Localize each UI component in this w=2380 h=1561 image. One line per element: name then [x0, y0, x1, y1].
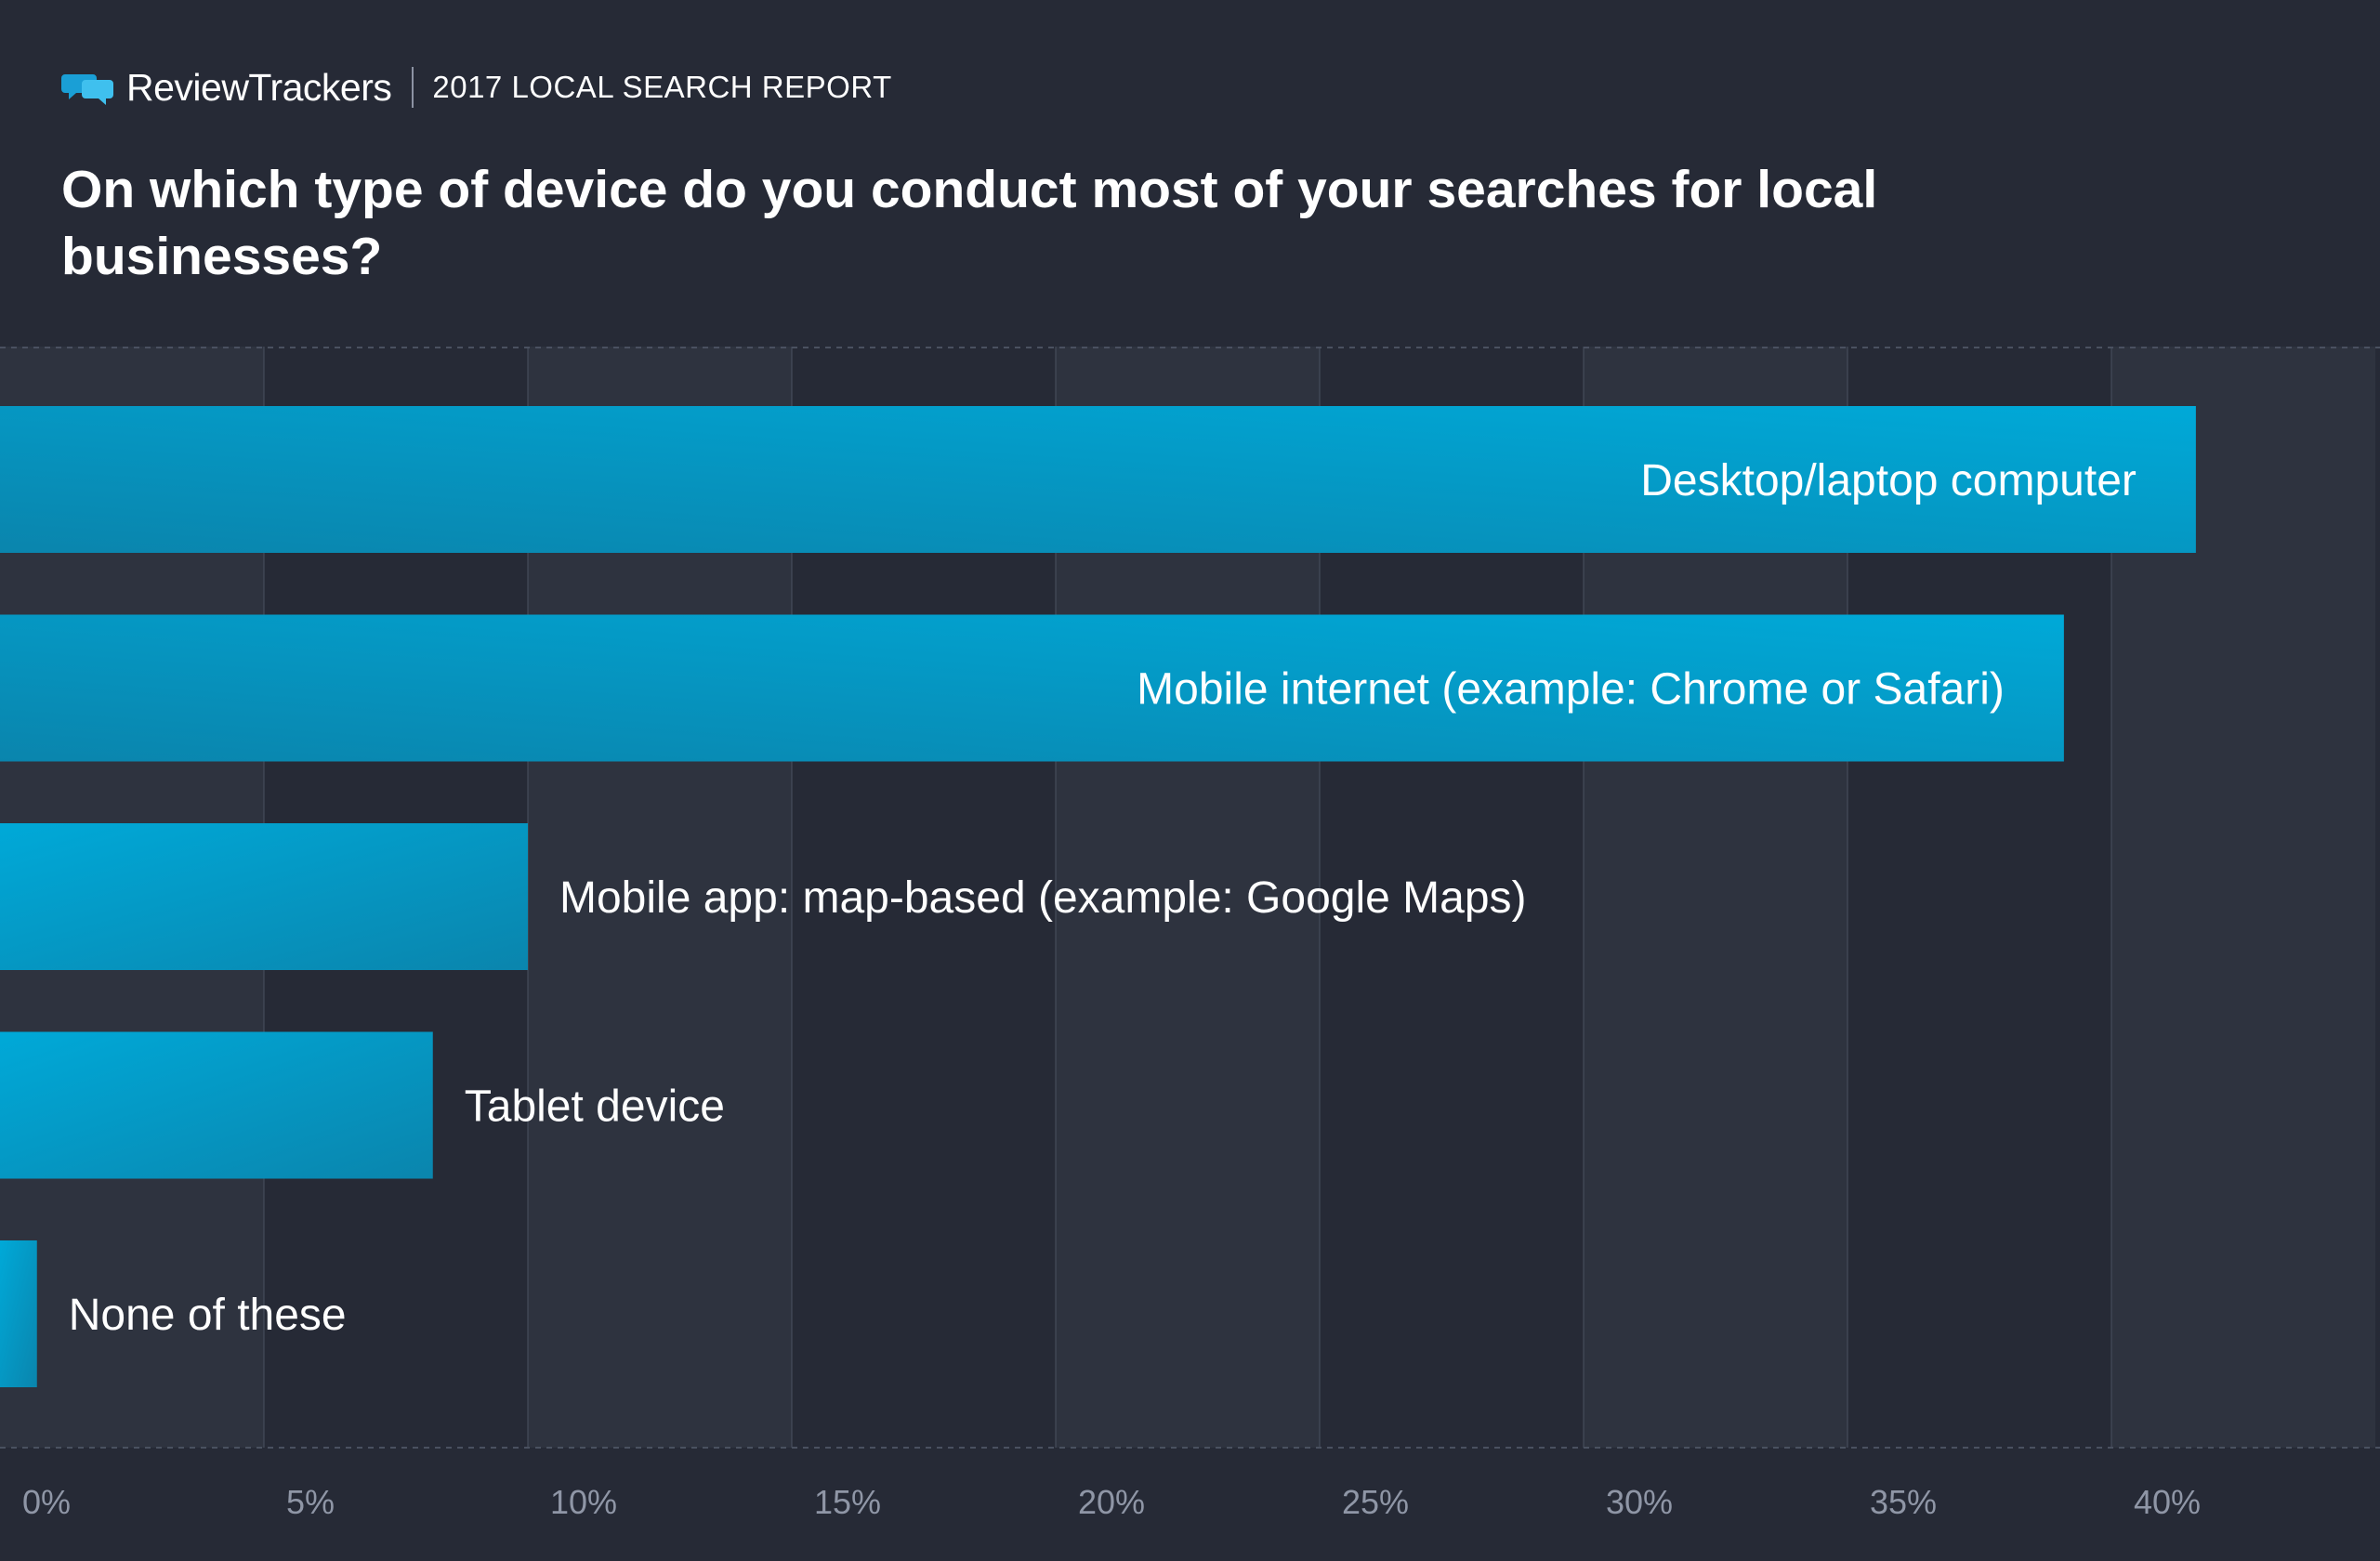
- x-tick-label: 40%: [2134, 1483, 2201, 1521]
- brand-name: ReviewTrackers: [126, 65, 392, 109]
- bar: [0, 614, 2064, 762]
- x-tick-label: 30%: [1606, 1483, 1673, 1521]
- bar: [0, 1031, 433, 1179]
- bar: [0, 823, 528, 970]
- chart-svg: Desktop/laptop computer Mobile internet (…: [0, 347, 2380, 1521]
- bar-label: Tablet device: [465, 1082, 725, 1132]
- brand-divider: [412, 67, 414, 108]
- bar-label: Mobile internet (example: Chrome or Safa…: [1137, 665, 2005, 715]
- bar-label: Desktop/laptop computer: [1640, 456, 2137, 505]
- brand-lockup: ReviewTrackers 2017 LOCAL SEARCH REPORT: [61, 59, 892, 115]
- report-label: 2017 LOCAL SEARCH REPORT: [432, 70, 892, 104]
- x-tick-label: 10%: [550, 1483, 617, 1521]
- header: ReviewTrackers 2017 LOCAL SEARCH REPORT …: [0, 0, 2380, 347]
- bar: [0, 1240, 37, 1387]
- bar-chart: Desktop/laptop computer Mobile internet (…: [0, 347, 2380, 1561]
- speech-bubbles-logo-icon: [61, 74, 113, 105]
- x-tick-label: 35%: [1870, 1483, 1937, 1521]
- bar-label: Mobile app: map-based (example: Google M…: [559, 873, 1527, 923]
- x-tick-label: 0%: [22, 1483, 71, 1521]
- x-tick-label: 25%: [1342, 1483, 1409, 1521]
- bar: [0, 406, 2196, 553]
- bar-label: None of these: [69, 1291, 347, 1340]
- x-tick-label: 5%: [286, 1483, 335, 1521]
- x-tick-label: 20%: [1078, 1483, 1145, 1521]
- chart-title: On which type of device do you conduct m…: [61, 160, 1878, 286]
- x-tick-label: 15%: [814, 1483, 881, 1521]
